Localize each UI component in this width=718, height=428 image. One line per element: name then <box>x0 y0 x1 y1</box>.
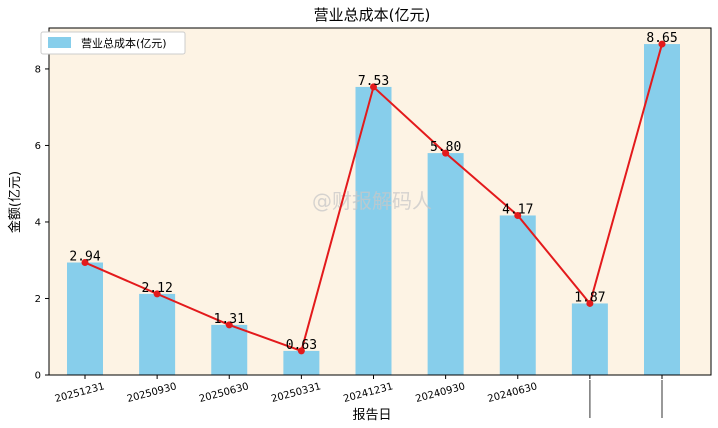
line-marker <box>658 40 666 48</box>
data-labels-layer: 2.94 2.12 1.31 0.63 7.53 5.80 4.17 1.87 8.65 <box>69 31 677 353</box>
bar <box>139 293 176 375</box>
bar <box>283 350 320 375</box>
x-tick-label: 20250930 <box>126 381 178 405</box>
y-tick-label: 6 <box>35 141 41 152</box>
y-tick-label: 2 <box>35 294 41 305</box>
bar <box>427 153 464 375</box>
line-marker <box>370 83 377 91</box>
data-label: 1.31 <box>214 312 245 327</box>
x-tick-label: 20240930 <box>414 381 466 405</box>
watermark: @财报解码人 <box>312 189 432 213</box>
x-tick-label: 20251231 <box>54 381 106 405</box>
x-tick-label: 20250331 <box>270 381 322 405</box>
legend-box <box>40 31 186 55</box>
line-marker <box>442 149 450 157</box>
data-label: 2.94 <box>69 250 100 265</box>
data-label: 7.53 <box>358 74 389 89</box>
y-tick-label: 8 <box>35 64 41 75</box>
data-label: 0.63 <box>286 338 317 353</box>
x-tick-label: 20250630 <box>198 381 250 405</box>
line-marker <box>297 347 305 355</box>
line-marker <box>225 321 233 329</box>
legend-swatch <box>48 37 71 48</box>
bar <box>67 262 103 375</box>
line-marker <box>81 259 89 267</box>
y-tick-label: 0 <box>35 371 41 382</box>
x-tick-label: 20241231 <box>342 381 394 405</box>
data-label: 1.87 <box>574 290 605 305</box>
data-label: 4.17 <box>502 202 533 217</box>
legend: 营业总成本(亿元) <box>40 31 186 55</box>
data-label: 8.65 <box>646 31 677 46</box>
y-tick-label: 4 <box>35 217 41 228</box>
x-axis-label: 报告日 <box>352 408 391 423</box>
chart-title: 营业总成本(亿元) <box>314 6 431 24</box>
plot-frame <box>48 27 712 376</box>
line-marker <box>514 211 522 219</box>
bar <box>571 303 608 375</box>
bar <box>499 215 536 375</box>
line-marker <box>586 299 594 307</box>
line-marker <box>153 290 161 298</box>
bars-layer <box>67 44 680 376</box>
line-layer <box>81 40 666 355</box>
y-axis-label: 金额(亿元) <box>7 171 23 233</box>
bar <box>355 86 392 376</box>
data-label: 2.12 <box>141 281 172 296</box>
x-tick-label: 20240630 <box>487 381 539 405</box>
bar <box>211 324 248 375</box>
y-axis: 0 2 4 6 8 <box>35 64 49 382</box>
bar <box>644 44 680 375</box>
legend-label: 营业总成本(亿元) <box>81 36 167 50</box>
data-label: 5.80 <box>430 140 461 155</box>
